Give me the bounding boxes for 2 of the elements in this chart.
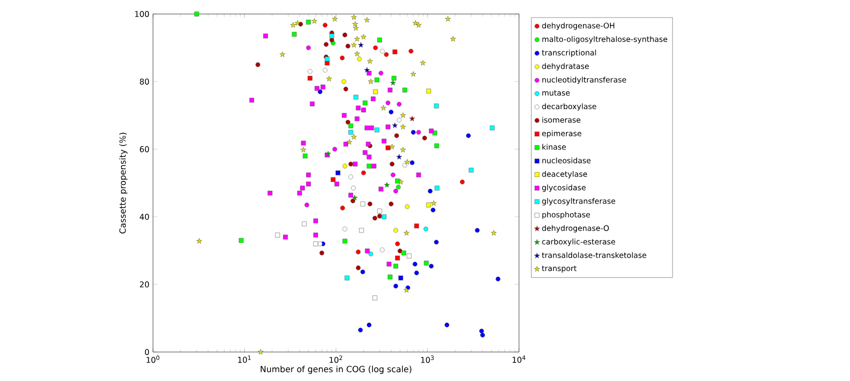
x-axis-title: Number of genes in COG (log scale) (260, 366, 412, 374)
y-axis-title: Cassette propensity (%) (119, 132, 128, 234)
